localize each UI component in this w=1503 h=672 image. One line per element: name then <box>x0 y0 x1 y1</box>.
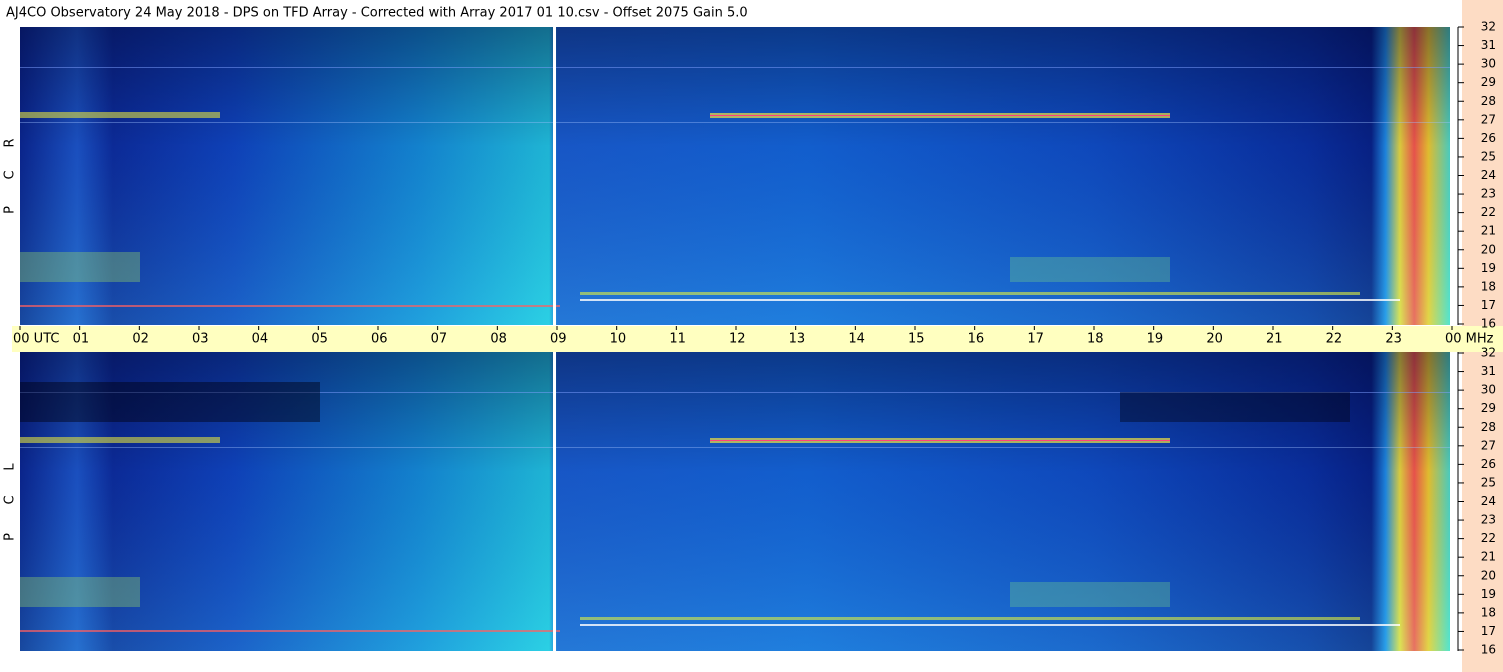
freq-label: 26 <box>1481 457 1496 471</box>
time-label: 02 <box>132 332 149 347</box>
freq-label: 25 <box>1481 475 1496 489</box>
freq-label: 16 <box>1481 317 1496 331</box>
freq-label: 23 <box>1481 187 1496 201</box>
panel-bottom <box>20 352 1462 651</box>
freq-label: 30 <box>1481 57 1496 71</box>
freq-label: 21 <box>1481 550 1496 564</box>
time-axis-band <box>12 326 1462 352</box>
freq-label: 27 <box>1481 438 1496 452</box>
panel-top <box>20 27 1462 325</box>
freq-label: 19 <box>1481 587 1496 601</box>
freq-label: 24 <box>1481 168 1496 182</box>
time-label: 01 <box>73 332 90 347</box>
panel-label: C <box>3 170 18 179</box>
time-label: 06 <box>371 332 388 347</box>
time-label: 19 <box>1147 332 1164 347</box>
time-label: 00 MHz <box>1445 332 1494 347</box>
time-label: 13 <box>789 332 806 347</box>
panel-label: L <box>3 463 18 471</box>
panel-label: P <box>3 206 18 214</box>
freq-label: 27 <box>1481 112 1496 126</box>
freq-label: 16 <box>1481 643 1496 657</box>
time-label: 10 <box>610 332 627 347</box>
time-label: 23 <box>1385 332 1402 347</box>
time-label: 11 <box>669 332 686 347</box>
time-label: 18 <box>1087 332 1104 347</box>
time-label: 22 <box>1326 332 1343 347</box>
panel-label: P <box>3 533 18 541</box>
freq-label: 23 <box>1481 513 1496 527</box>
freq-label: 20 <box>1481 242 1496 256</box>
time-label: 07 <box>431 332 448 347</box>
time-label: 12 <box>729 332 746 347</box>
freq-label: 21 <box>1481 224 1496 238</box>
time-label: 14 <box>848 332 865 347</box>
time-label: 04 <box>252 332 269 347</box>
freq-label: 17 <box>1481 624 1496 638</box>
freq-label: 31 <box>1481 364 1496 378</box>
freq-label: 31 <box>1481 38 1496 52</box>
time-label: 21 <box>1266 332 1283 347</box>
time-label: 16 <box>968 332 985 347</box>
freq-label: 28 <box>1481 420 1496 434</box>
freq-label: 25 <box>1481 149 1496 163</box>
time-label: 05 <box>311 332 328 347</box>
time-label: 15 <box>908 332 925 347</box>
time-label: 08 <box>490 332 507 347</box>
freq-label: 32 <box>1481 20 1496 34</box>
time-label: 17 <box>1027 332 1044 347</box>
freq-label: 20 <box>1481 568 1496 582</box>
freq-label: 29 <box>1481 401 1496 415</box>
freq-label: 26 <box>1481 131 1496 145</box>
time-label: 20 <box>1206 332 1223 347</box>
freq-label: 30 <box>1481 383 1496 397</box>
freq-label: 28 <box>1481 94 1496 108</box>
title: AJ4CO Observatory 24 May 2018 - DPS on T… <box>6 6 748 21</box>
time-label: 00 UTC <box>13 332 59 347</box>
time-label: 09 <box>550 332 567 347</box>
freq-label: 24 <box>1481 494 1496 508</box>
time-label: 03 <box>192 332 209 347</box>
freq-label: 22 <box>1481 205 1496 219</box>
freq-label: 19 <box>1481 261 1496 275</box>
freq-label: 22 <box>1481 531 1496 545</box>
freq-label: 32 <box>1481 346 1496 360</box>
freq-label: 29 <box>1481 75 1496 89</box>
freq-label: 17 <box>1481 298 1496 312</box>
freq-label: 18 <box>1481 279 1496 293</box>
panel-label: C <box>3 495 18 504</box>
freq-label: 18 <box>1481 605 1496 619</box>
panel-label: R <box>3 138 18 147</box>
